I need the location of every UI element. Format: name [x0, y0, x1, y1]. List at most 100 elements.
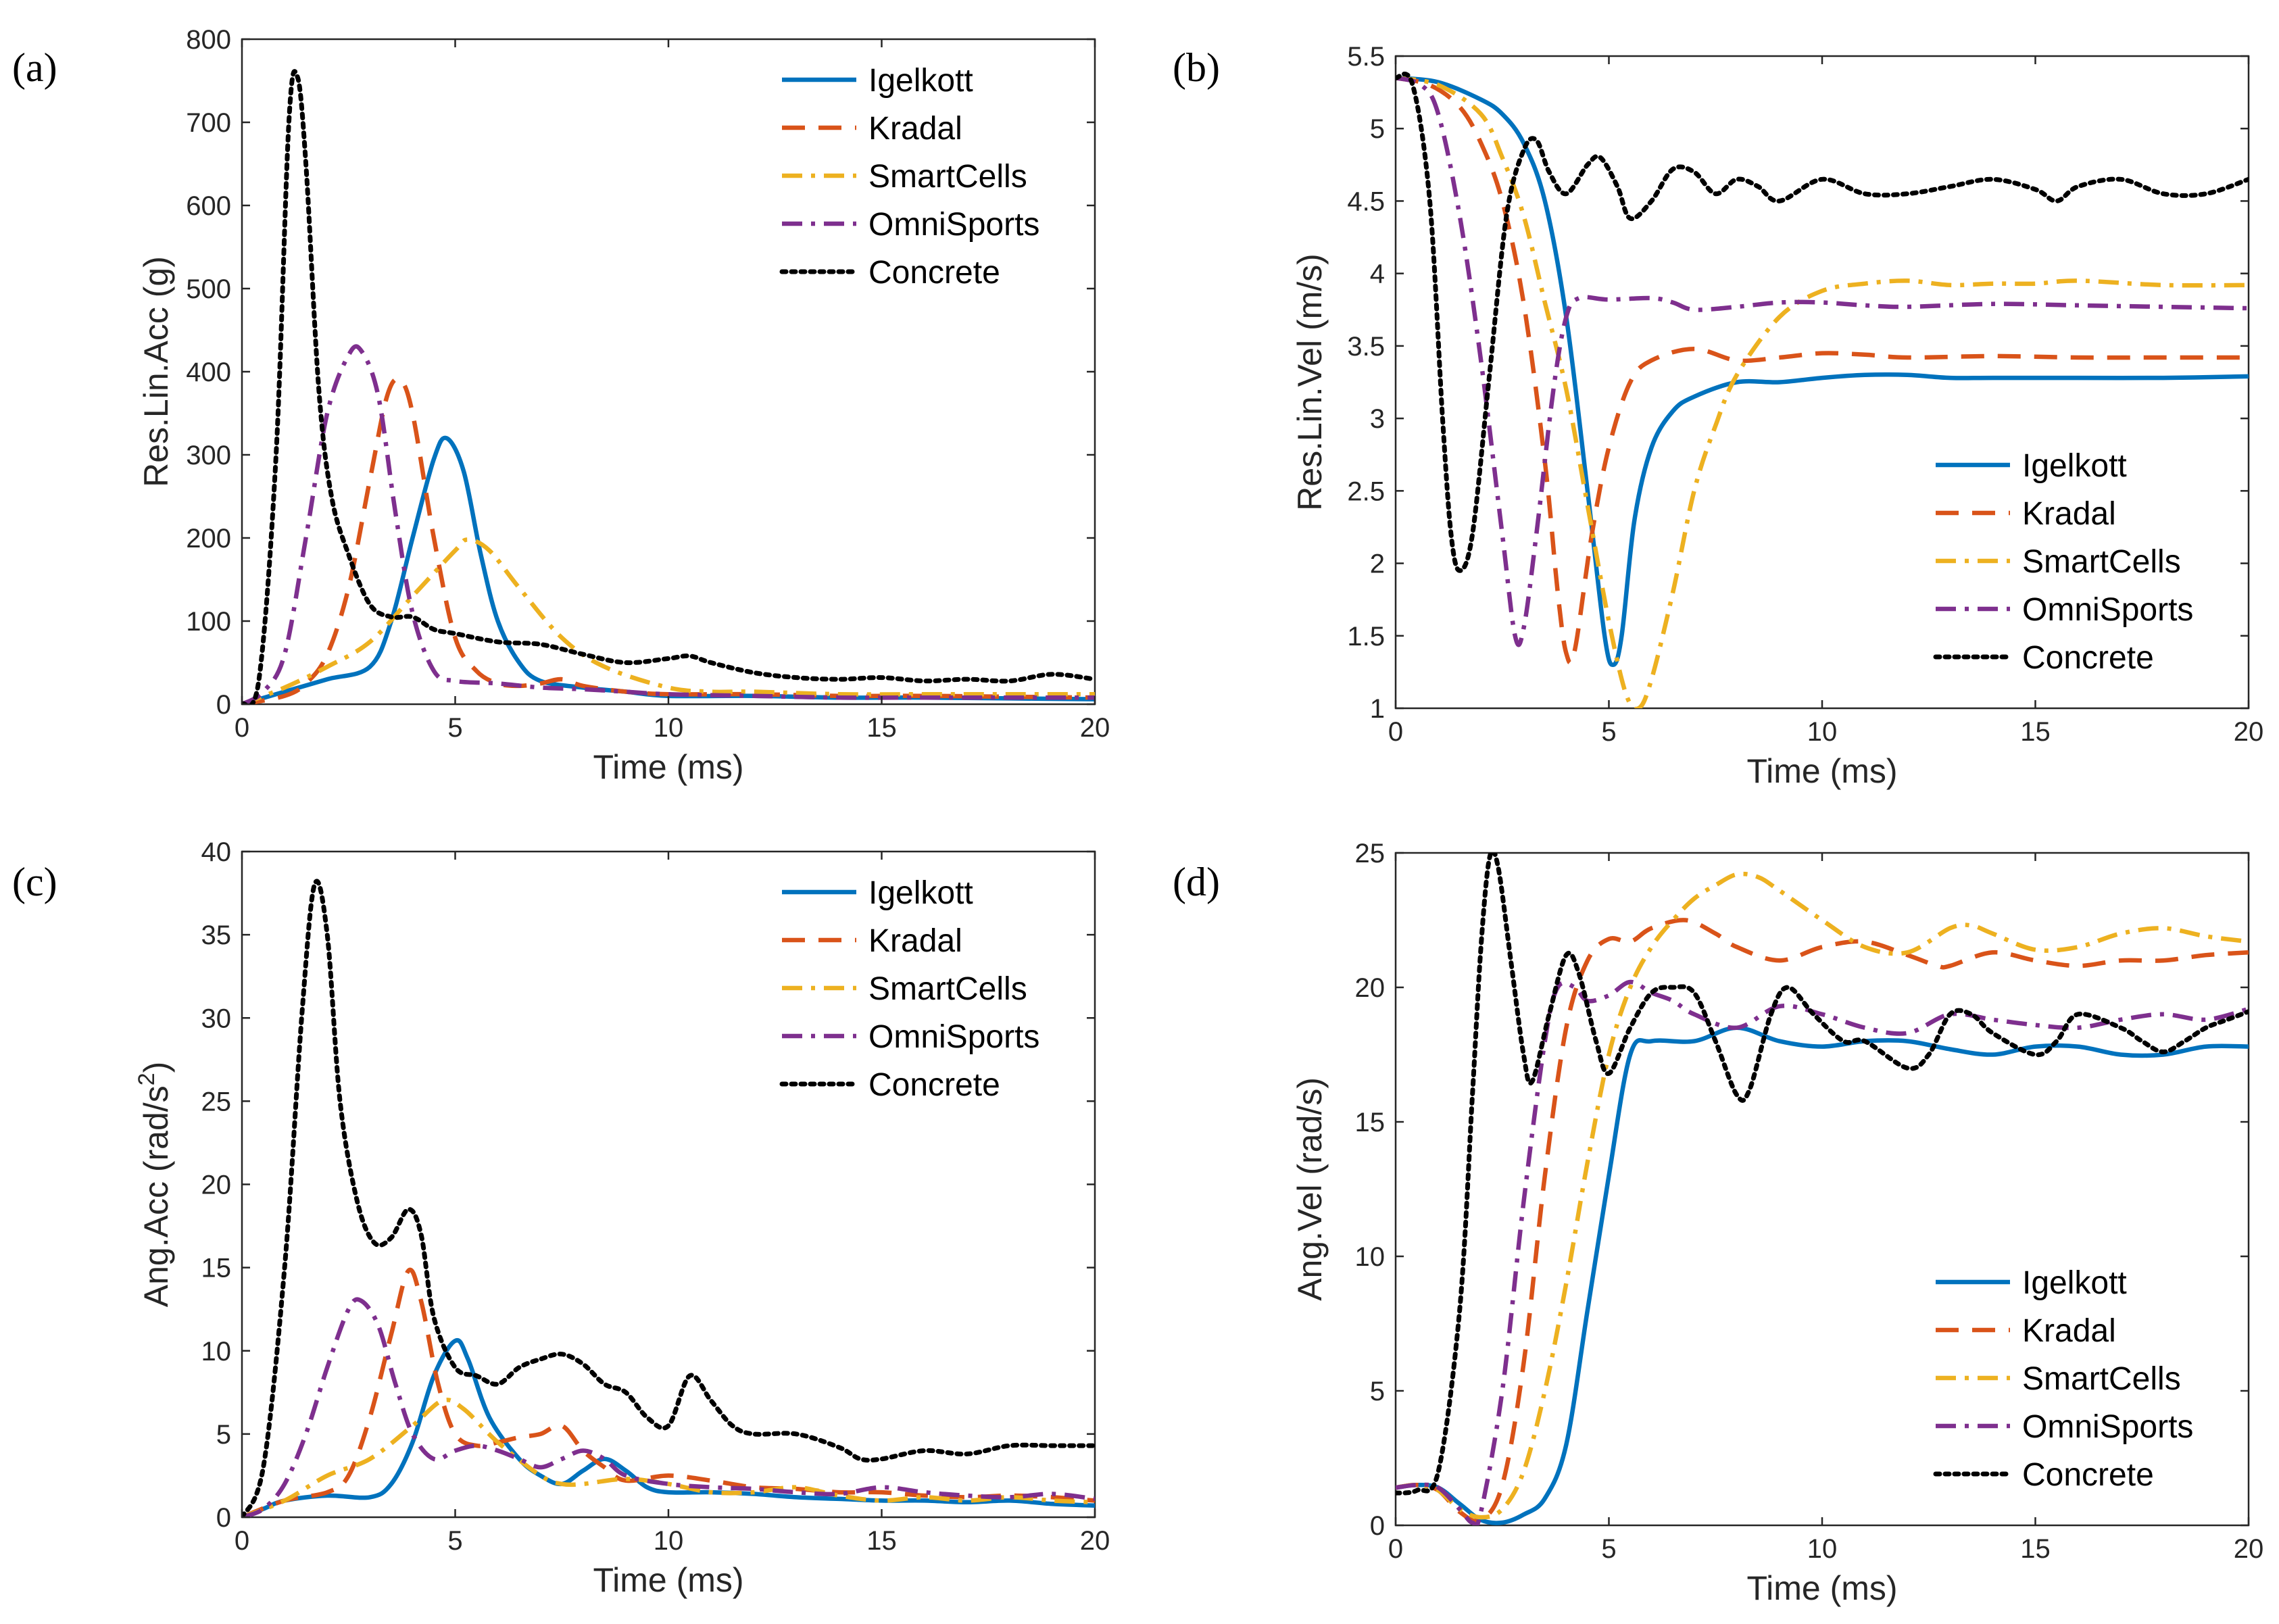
legend-label-omnisports: OmniSports — [2022, 592, 2193, 628]
x-tick-label: 0 — [235, 713, 249, 743]
y-tick-label: 15 — [201, 1254, 232, 1283]
y-tick-label: 40 — [201, 837, 232, 867]
panel-tag: (b) — [1173, 45, 1220, 90]
panel-c: (c) 0 5 10 15 20 0 5 10 15 20 25 30 35 40 Time (ms) Ang.… — [12, 837, 1110, 1599]
y-tick-label: 1.5 — [1347, 622, 1385, 651]
series-line-igelkott — [242, 1338, 1095, 1517]
legend-label-igelkott: Igelkott — [2022, 448, 2127, 484]
series-line-concrete — [1396, 72, 2249, 573]
y-tick-label: 10 — [201, 1337, 232, 1367]
series-line-concrete — [1396, 853, 2249, 1496]
legend-label-smartcells: SmartCells — [2022, 1361, 2181, 1397]
y-tick-label: 2.5 — [1347, 476, 1385, 506]
legend-label-omnisports: OmniSports — [2022, 1409, 2193, 1445]
legend-label-omnisports: OmniSports — [868, 207, 1039, 243]
panel-tag: (d) — [1173, 860, 1220, 904]
series-line-kradal — [1396, 918, 2249, 1524]
series-line-igelkott — [1396, 75, 2249, 667]
y-tick-label: 0 — [216, 1503, 231, 1533]
x-tick-label: 5 — [447, 713, 462, 743]
legend-label-igelkott: Igelkott — [868, 875, 973, 911]
x-tick-label: 10 — [654, 713, 684, 743]
y-axis-label: Ang.Acc (rad/s2) — [134, 1062, 175, 1307]
legend-label-concrete: Concrete — [868, 255, 1000, 291]
legend-label-kradal: Kradal — [868, 111, 962, 147]
legend-label-concrete: Concrete — [2022, 1457, 2154, 1493]
y-tick-label: 25 — [1355, 839, 1386, 868]
y-tick-label: 4 — [1370, 260, 1385, 289]
x-tick-label: 5 — [1601, 717, 1616, 747]
series-line-omnisports — [1396, 76, 2249, 647]
legend-label-igelkott: Igelkott — [868, 63, 973, 99]
legend-label-smartcells: SmartCells — [868, 159, 1027, 195]
x-tick-label: 20 — [1080, 1526, 1110, 1556]
y-tick-label: 5 — [1370, 1377, 1385, 1406]
x-tick-label: 15 — [2020, 1534, 2051, 1564]
legend-label-smartcells: SmartCells — [868, 971, 1027, 1007]
x-axis-label: Time (ms) — [593, 1561, 743, 1599]
x-tick-label: 0 — [1388, 717, 1403, 747]
y-tick-label: 3.5 — [1347, 332, 1385, 362]
plot-frame — [1394, 55, 2250, 710]
y-tick-label: 35 — [201, 920, 232, 950]
y-tick-label: 500 — [186, 274, 231, 304]
series-line-smartcells — [242, 537, 1095, 704]
legend-label-kradal: Kradal — [868, 923, 962, 959]
legend-label-omnisports: OmniSports — [868, 1019, 1039, 1055]
y-tick-label: 15 — [1355, 1108, 1386, 1137]
x-tick-label: 10 — [1807, 717, 1838, 747]
y-tick-label: 600 — [186, 191, 231, 221]
y-tick-label: 4.5 — [1347, 187, 1385, 216]
y-tick-label: 0 — [216, 690, 231, 720]
series-group — [1396, 72, 2249, 708]
y-tick-label: 25 — [201, 1087, 232, 1116]
x-tick-label: 20 — [2234, 1534, 2264, 1564]
y-tick-label: 1 — [1370, 694, 1385, 724]
y-tick-label: 0 — [1370, 1511, 1385, 1541]
legend-label-kradal: Kradal — [2022, 496, 2116, 532]
y-tick-label: 800 — [186, 25, 231, 55]
series-line-smartcells — [1396, 871, 2249, 1520]
panel-tag: (a) — [12, 45, 57, 90]
y-tick-label: 700 — [186, 108, 231, 138]
legend: Igelkott Kradal SmartCells OmniSports Concre… — [779, 875, 1039, 1103]
series-group — [242, 879, 1095, 1517]
y-axis-label: Ang.Vel (rad/s) — [1291, 1077, 1329, 1301]
y-tick-label: 200 — [186, 524, 231, 553]
series-line-omnisports — [1396, 979, 2249, 1525]
legend-label-concrete: Concrete — [2022, 640, 2154, 676]
legend: Igelkott Kradal SmartCells OmniSports Concre… — [779, 63, 1039, 291]
series-line-omnisports — [242, 344, 1095, 704]
y-tick-label: 5 — [1370, 114, 1385, 144]
x-tick-label: 5 — [447, 1526, 462, 1556]
series-line-omnisports — [242, 1297, 1095, 1517]
series-line-kradal — [242, 1267, 1095, 1517]
panel-d: (d) 0 5 10 15 20 0 5 10 15 20 25 Time (ms) Ang.Vel (r… — [1173, 839, 2263, 1607]
legend: Igelkott Kradal SmartCells OmniSports Concre… — [1933, 1265, 2193, 1493]
y-tick-label: 10 — [1355, 1242, 1386, 1272]
series-group — [1396, 853, 2249, 1525]
x-tick-label: 15 — [866, 1526, 897, 1556]
series-line-concrete — [242, 879, 1095, 1517]
x-tick-label: 15 — [866, 713, 897, 743]
x-tick-label: 10 — [654, 1526, 684, 1556]
x-tick-label: 20 — [1080, 713, 1110, 743]
y-axis-label: Res.Lin.Vel (m/s) — [1291, 253, 1329, 511]
series-line-igelkott — [1396, 1025, 2249, 1525]
y-axis-label: Res.Lin.Acc (g) — [137, 256, 175, 487]
legend-label-igelkott: Igelkott — [2022, 1265, 2127, 1301]
series-line-smartcells — [1396, 75, 2249, 708]
y-tick-label: 5 — [216, 1420, 231, 1450]
y-tick-label: 400 — [186, 358, 231, 387]
panel-tag: (c) — [12, 860, 57, 904]
y-tick-label: 2 — [1370, 549, 1385, 579]
series-line-kradal — [242, 376, 1095, 704]
y-tick-label: 300 — [186, 441, 231, 470]
plot-frame — [241, 850, 1096, 1519]
x-tick-label: 0 — [235, 1526, 249, 1556]
x-tick-label: 0 — [1388, 1534, 1403, 1564]
y-tick-label: 20 — [201, 1171, 232, 1200]
y-tick-label: 100 — [186, 607, 231, 637]
y-tick-label: 30 — [201, 1004, 232, 1033]
